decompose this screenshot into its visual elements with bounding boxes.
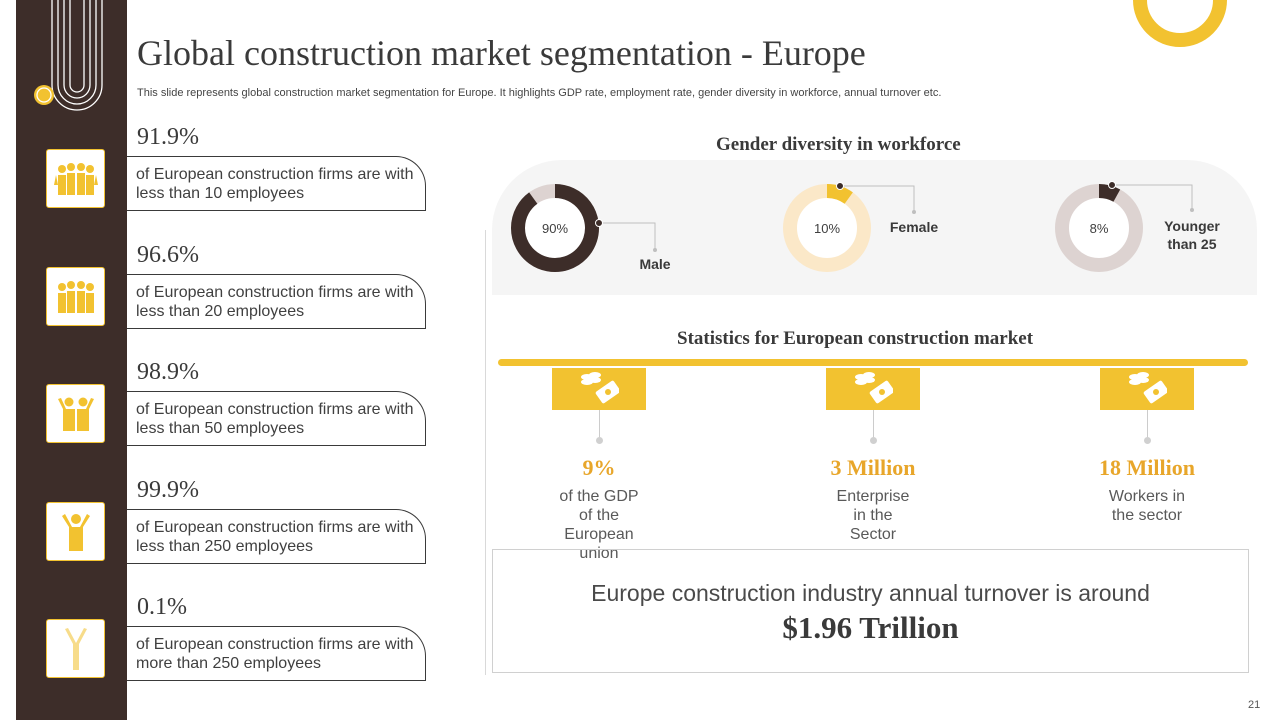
connector-line bbox=[873, 410, 874, 440]
donut-leader-dot bbox=[1108, 181, 1116, 189]
donut-leader-line bbox=[840, 185, 915, 212]
statistics-bar bbox=[498, 359, 1248, 366]
group-people-icon bbox=[46, 267, 105, 326]
connector-dot bbox=[596, 437, 603, 444]
decorative-arches bbox=[34, 0, 103, 111]
firm-stat-percent: 91.9% bbox=[137, 124, 199, 150]
left-sidebar-band bbox=[16, 0, 127, 720]
people-icon bbox=[46, 384, 105, 443]
person-outline-icon bbox=[46, 619, 105, 678]
firm-stat-item: 91.9% of European construction firms are… bbox=[0, 120, 430, 220]
donut-leader-end bbox=[912, 210, 916, 214]
donut-value-label: 8% bbox=[1090, 221, 1109, 236]
donut-label-male: Male bbox=[639, 256, 671, 272]
donut-leader-end bbox=[1190, 208, 1194, 212]
turnover-box: Europe construction industry annual turn… bbox=[492, 549, 1249, 673]
page-subtitle: This slide represents global constructio… bbox=[137, 87, 942, 99]
donut-leader-end bbox=[653, 248, 657, 252]
statistics-heading: Statistics for European construction mar… bbox=[677, 328, 1034, 349]
donut-segment bbox=[1098, 184, 1121, 202]
donut-1: 90% bbox=[511, 184, 657, 272]
firm-stat-percent: 96.6% bbox=[137, 242, 199, 268]
gender-diversity-heading: Gender diversity in workforce bbox=[716, 134, 961, 155]
firm-stat-text: of European construction firms are with … bbox=[127, 274, 426, 329]
stat-value: 18 Million bbox=[1099, 455, 1195, 480]
page-title: Global construction market segmentation … bbox=[137, 33, 866, 73]
firm-stat-percent: 99.9% bbox=[137, 477, 199, 503]
firm-stat-percent: 0.1% bbox=[137, 594, 187, 620]
firm-stat-item: 99.9% of European construction firms are… bbox=[0, 473, 430, 573]
firm-stat-text: of European construction firms are with … bbox=[127, 156, 426, 211]
stat-value: 9% bbox=[582, 455, 616, 480]
money-icon bbox=[1100, 368, 1194, 410]
donut-leader-dot bbox=[595, 219, 603, 227]
stat-description: Workers in the sector bbox=[1108, 488, 1186, 524]
donut-label-female: Female bbox=[889, 219, 939, 235]
group-people-icon bbox=[46, 149, 105, 208]
stat-value: 3 Million bbox=[830, 455, 916, 480]
donut-value-label: 10% bbox=[814, 221, 840, 236]
donut-value-label: 90% bbox=[542, 221, 568, 236]
firm-stat-text: of European construction firms are with … bbox=[127, 509, 426, 564]
donut-2: 10% bbox=[783, 182, 916, 272]
donut-leader-line bbox=[599, 222, 656, 250]
vertical-divider bbox=[485, 230, 486, 675]
decorative-ring bbox=[1133, 0, 1227, 47]
money-icon bbox=[552, 368, 646, 410]
donut-segment bbox=[511, 184, 599, 272]
stat-description: Enterprise in the Sector bbox=[836, 488, 910, 543]
donut-leader-dot bbox=[836, 182, 844, 190]
firm-stat-item: 0.1% of European construction firms are … bbox=[0, 590, 430, 690]
connector-line bbox=[599, 410, 600, 440]
firm-stat-item: 96.6% of European construction firms are… bbox=[0, 238, 430, 338]
firm-stat-text: of European construction firms are with … bbox=[127, 626, 426, 681]
donut-3: 8% bbox=[1055, 181, 1194, 272]
turnover-text: Europe construction industry annual turn… bbox=[591, 580, 1150, 606]
person-icon bbox=[46, 502, 105, 561]
connector-dot bbox=[870, 437, 877, 444]
firm-stat-percent: 98.9% bbox=[137, 359, 199, 385]
firm-stat-text: of European construction firms are with … bbox=[127, 391, 426, 446]
donut-label-younger: Younger than 25 bbox=[1164, 218, 1220, 252]
firm-stat-item: 98.9% of European construction firms are… bbox=[0, 355, 430, 455]
connector-dot bbox=[1144, 437, 1151, 444]
connector-line bbox=[1147, 410, 1148, 440]
donut-leader-line bbox=[1112, 184, 1193, 210]
donut-segment bbox=[826, 184, 853, 204]
turnover-value: $1.96 Trillion bbox=[782, 610, 959, 645]
page-number: 21 bbox=[1248, 699, 1261, 711]
money-icon bbox=[826, 368, 920, 410]
